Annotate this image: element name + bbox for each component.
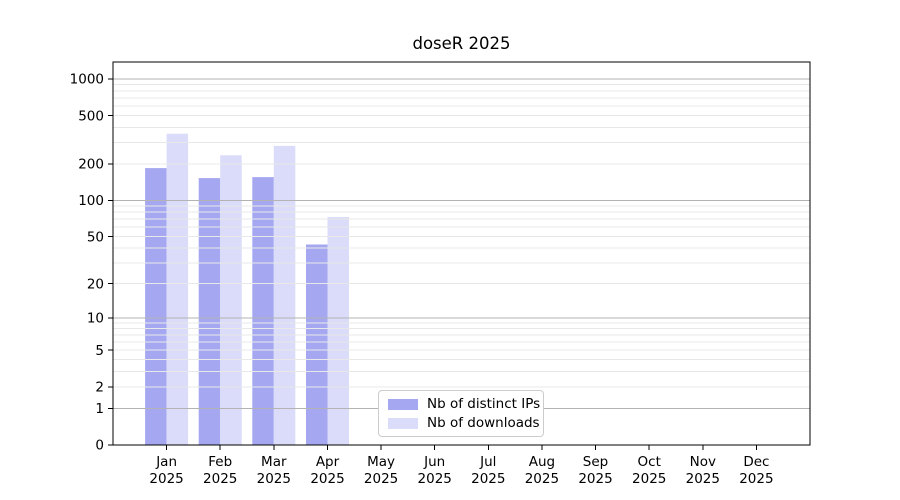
legend-label-distinct-ips: Nb of distinct IPs — [427, 396, 541, 412]
bar-downloads — [273, 145, 296, 445]
legend-item-downloads: Nb of downloads — [388, 415, 540, 431]
x-tick-label: Aug 2025 — [525, 454, 559, 487]
bar-downloads — [327, 217, 349, 445]
y-tick-label: 1 — [95, 401, 104, 417]
y-tick-label: 200 — [78, 157, 104, 173]
x-tick-label: Feb 2025 — [203, 454, 237, 487]
y-tick-label: 1000 — [70, 72, 104, 88]
chart-title: doseR 2025 — [412, 34, 511, 53]
y-tick-label: 100 — [78, 193, 104, 209]
x-tick-label: Nov 2025 — [686, 454, 720, 487]
y-tick-label: 20 — [87, 276, 104, 292]
bar-downloads — [220, 155, 242, 446]
legend-label-downloads: Nb of downloads — [427, 415, 540, 431]
y-tick-label: 5 — [95, 343, 104, 359]
bar-distinct-ips — [145, 168, 167, 445]
x-tick-label: May 2025 — [364, 454, 398, 487]
legend-swatch-downloads-icon — [388, 417, 418, 429]
plot-border — [112, 61, 811, 446]
bar-distinct-ips — [198, 178, 221, 445]
x-tick-label: Jul 2025 — [471, 454, 505, 487]
y-tick-label: 0 — [95, 438, 104, 454]
y-tick-label: 500 — [78, 108, 104, 124]
y-tick-label: 2 — [95, 380, 104, 396]
legend-swatch-distinct-ips-icon — [388, 398, 418, 410]
x-tick-label: Jun 2025 — [418, 454, 452, 487]
legend-item-distinct-ips: Nb of distinct IPs — [388, 396, 540, 412]
bar-distinct-ips — [306, 244, 328, 445]
x-tick-label: Oct 2025 — [632, 454, 666, 487]
y-tick-label: 50 — [87, 229, 104, 245]
bar-distinct-ips — [252, 177, 274, 445]
legend: Nb of distinct IPs Nb of downloads — [378, 390, 544, 437]
bar-downloads — [166, 133, 189, 445]
y-tick-label: 10 — [87, 311, 104, 327]
x-tick-label: Apr 2025 — [310, 454, 344, 487]
x-tick-label: Dec 2025 — [739, 454, 773, 487]
x-tick-label: Sep 2025 — [578, 454, 612, 487]
x-tick-label: Jan 2025 — [149, 454, 183, 487]
x-tick-label: Mar 2025 — [257, 454, 291, 487]
